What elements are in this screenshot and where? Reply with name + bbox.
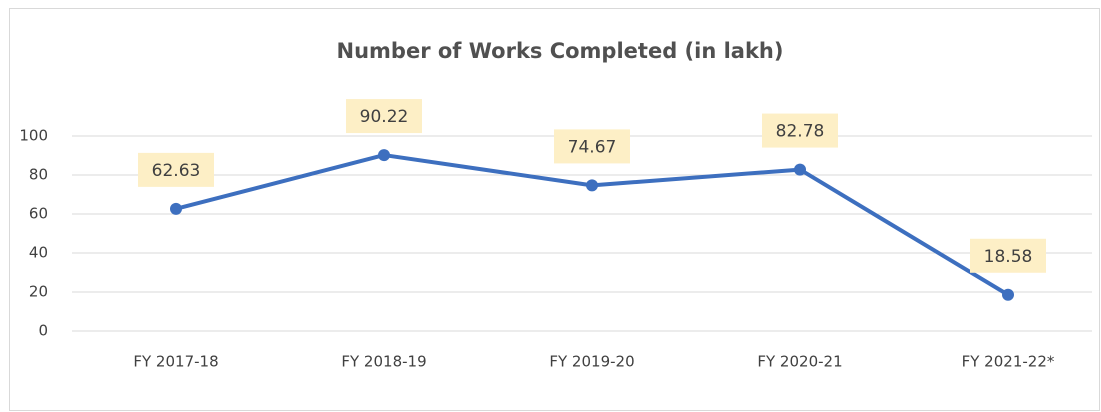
marker (1002, 288, 1014, 301)
data-label-box (762, 113, 838, 148)
x-tick-label: FY 2017-18 (133, 353, 218, 371)
data-label: 18.58 (984, 247, 1033, 267)
marker (378, 149, 390, 162)
marker (170, 202, 182, 215)
y-tick-label: 80 (29, 166, 48, 184)
marker (586, 179, 598, 192)
y-tick-label: 20 (29, 283, 48, 301)
data-label-box (970, 238, 1046, 273)
marker (794, 163, 806, 176)
y-tick-label: 60 (29, 205, 48, 223)
chart-border (9, 8, 1100, 411)
y-tick-label: 100 (19, 127, 48, 145)
x-tick-label: FY 2019-20 (549, 353, 634, 371)
y-tick-label: 0 (38, 322, 48, 340)
data-label-box (138, 152, 214, 187)
y-tick-label: 40 (29, 244, 48, 262)
data-label: 62.63 (152, 161, 201, 181)
data-label: 90.22 (360, 107, 409, 127)
x-tick-label: FY 2018-19 (341, 353, 426, 371)
x-tick-label: FY 2020-21 (757, 353, 842, 371)
data-label-box (346, 99, 422, 134)
chart-title: Number of Works Completed (in lakh) (337, 39, 784, 63)
data-label: 74.67 (568, 137, 617, 157)
data-label-box (554, 129, 630, 164)
x-tick-label: FY 2021-22* (962, 353, 1055, 371)
data-label: 82.78 (776, 122, 825, 142)
